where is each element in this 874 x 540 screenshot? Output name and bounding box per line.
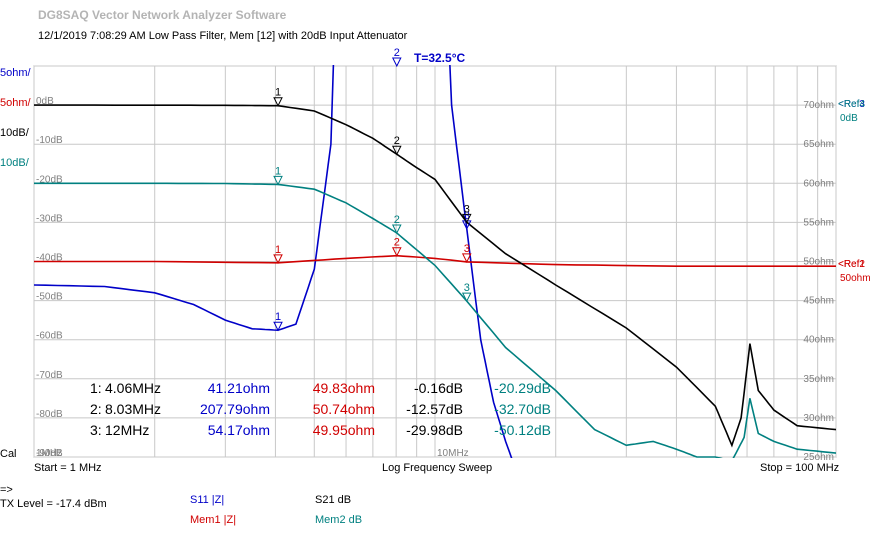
- y-right-tick-label: 25ohm: [803, 452, 834, 463]
- y-left-tick-label: -70dB: [36, 370, 63, 381]
- marker-readout-s11: 207.79ohm: [199, 401, 270, 417]
- series-line-s11-z-: [34, 65, 513, 458]
- sweep-mode[interactable]: Log Frequency Sweep: [382, 462, 493, 474]
- app-title: DG8SAQ Vector Network Analyzer Software: [38, 8, 287, 22]
- marker-readout-mem1: 50.74ohm: [312, 401, 375, 417]
- scale-label: 5ohm/: [0, 97, 32, 109]
- marker-triangle[interactable]: [273, 97, 283, 107]
- marker-triangle[interactable]: [391, 145, 402, 156]
- marker-readout-s21: -0.16dB: [413, 380, 463, 396]
- marker-label: 1: [275, 87, 281, 99]
- y-left-tick-label: -50dB: [36, 292, 63, 303]
- marker-readout-marker: 3:: [90, 422, 102, 438]
- marker-label: 3: [464, 243, 470, 255]
- stop-frequency[interactable]: Stop = 100 MHz: [760, 462, 840, 474]
- markers: 1 2 3 1 2 3 1 2 3 1 2 3: [273, 47, 472, 332]
- ref-label: 50ohm: [840, 273, 871, 284]
- y-right-tick-label: 35ohm: [803, 374, 834, 385]
- marker-readout-s11: 54.17ohm: [207, 422, 270, 438]
- marker-triangle[interactable]: [461, 292, 472, 303]
- y-right-tick-label: 55ohm: [803, 217, 834, 228]
- legend-mem1[interactable]: Mem1 |Z|: [190, 514, 237, 526]
- y-right-tick-label: 65ohm: [803, 139, 834, 150]
- start-frequency[interactable]: Start = 1 MHz: [34, 462, 102, 474]
- y-right-tick-label: 30ohm: [803, 413, 834, 424]
- ref-label: <Ref3: [838, 99, 865, 110]
- marker-readout-mem1: 49.95ohm: [312, 422, 375, 438]
- marker-label: 1: [275, 311, 281, 323]
- legend-mem2[interactable]: Mem2 dB: [315, 514, 363, 526]
- y-right-tick-label: 40ohm: [803, 335, 834, 346]
- marker-label: 2: [394, 214, 400, 226]
- marker-label: 1: [275, 165, 281, 177]
- ref-label: <Ref1: [838, 259, 865, 270]
- marker-triangle[interactable]: [391, 224, 402, 235]
- y-left-tick-label: -40dB: [36, 253, 63, 264]
- marker-readout-mem2: -32.70dB: [494, 401, 551, 417]
- y-left-tick-label: -30dB: [36, 213, 63, 224]
- tx-level[interactable]: TX Level = -17.4 dBm: [0, 498, 107, 510]
- marker-readout-mem2: -50.12dB: [494, 422, 551, 438]
- legend-s11[interactable]: S11 |Z|: [190, 494, 225, 506]
- arrow-indicator: =>: [0, 484, 13, 496]
- marker-triangle[interactable]: [273, 175, 283, 186]
- marker-label: 1: [275, 244, 281, 256]
- marker-readout-mem1: 49.83ohm: [312, 380, 375, 396]
- y-left-tick-label: -80dB: [36, 409, 63, 420]
- x-tick-label: 10MHz: [437, 448, 469, 459]
- marker-readout-s21: -29.98dB: [406, 422, 463, 438]
- scale-label: 5ohm/: [0, 67, 32, 79]
- x-tick-label: 1MHz: [36, 448, 62, 459]
- marker-triangle[interactable]: [273, 254, 283, 264]
- marker-readout-mem2: -20.29dB: [494, 380, 551, 396]
- marker-readout-s11: 41.21ohm: [207, 380, 270, 396]
- ref-label: <Ref2: [838, 259, 865, 270]
- marker-triangle[interactable]: [461, 213, 472, 224]
- y-left-tick-label: -60dB: [36, 331, 63, 342]
- marker-label: 2: [394, 135, 400, 147]
- legend-s21[interactable]: S21 dB: [315, 494, 352, 506]
- ref-label: 0dB: [840, 113, 858, 124]
- marker-triangle[interactable]: [391, 57, 402, 68]
- marker-triangle[interactable]: [273, 321, 283, 332]
- y-right-tick-label: 45ohm: [803, 296, 834, 307]
- timestamp-caption: 12/1/2019 7:08:29 AM Low Pass Filter, Me…: [38, 30, 408, 42]
- marker-readout-freq: 8.03MHz: [105, 401, 162, 417]
- ref-label: <Ref4: [838, 99, 865, 110]
- marker-readout-marker: 1:: [90, 380, 102, 396]
- scale-label: 10dB/: [0, 127, 30, 139]
- y-right-tick-label: 50ohm: [803, 257, 834, 268]
- y-left-tick-label: 0dB: [36, 96, 54, 107]
- marker-readout-s21: -12.57dB: [406, 401, 463, 417]
- grid: [33, 65, 837, 458]
- marker-label: 3: [464, 203, 470, 215]
- cal-label: Cal: [0, 448, 17, 460]
- scale-label: 10dB/: [0, 157, 30, 169]
- y-right-tick-label: 70ohm: [803, 100, 834, 111]
- series-line-s21-db: [34, 104, 836, 448]
- marker-triangle[interactable]: [391, 247, 402, 257]
- marker-readout-freq: 12MHz: [105, 422, 150, 438]
- y-left-tick-label: -10dB: [36, 135, 63, 146]
- marker-label: 3: [464, 210, 470, 222]
- marker-triangle[interactable]: [461, 253, 472, 264]
- marker-readout-freq: 4.06MHz: [105, 380, 162, 396]
- marker-label: 2: [394, 237, 400, 249]
- marker-label: 2: [394, 47, 400, 59]
- y-left-tick-label: -20dB: [36, 174, 63, 185]
- y-right-tick-label: 60ohm: [803, 178, 834, 189]
- series-line-mem2-db: [34, 182, 836, 458]
- temperature-readout: T=32.5°C: [414, 51, 465, 65]
- y-left-tick-label: -90dB: [36, 448, 63, 459]
- marker-readout-marker: 2:: [90, 401, 102, 417]
- marker-triangle[interactable]: [461, 220, 472, 231]
- marker-label: 3: [464, 282, 470, 294]
- series-line-mem1-z-: [34, 254, 836, 268]
